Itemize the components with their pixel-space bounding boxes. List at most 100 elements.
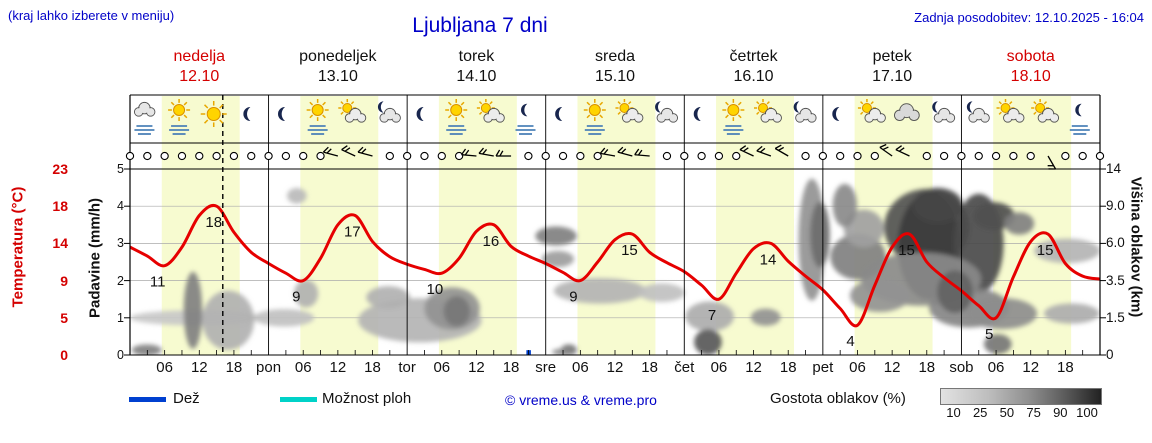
- density-tick-label: 50: [999, 405, 1015, 420]
- wind-calm-icon: [974, 151, 983, 161]
- x-axis-hour-label: 18: [641, 359, 658, 376]
- x-axis-hour-label: 12: [745, 359, 762, 376]
- weather-icon-sun-cloud: [857, 99, 886, 123]
- weather-icon-moon-cloud: [655, 101, 679, 123]
- cloud-height-tick: 9.0: [1106, 198, 1125, 214]
- precipitation-tick: 4: [117, 199, 124, 214]
- wind-calm-icon: [870, 151, 879, 161]
- wind-calm-icon: [454, 151, 464, 161]
- wind-calm-icon: [1078, 151, 1087, 161]
- wind-barb-icon: [341, 145, 356, 157]
- wind-calm-icon: [558, 151, 568, 161]
- wind-calm-icon: [680, 151, 689, 161]
- wind-barb-icon: [895, 145, 910, 157]
- wind-calm-icon: [939, 151, 949, 161]
- day-name: sreda: [594, 48, 636, 65]
- weather-icon-moon-cloud: [932, 101, 956, 123]
- wind-calm-icon: [281, 151, 291, 161]
- showers-legend-label: Možnost ploh: [322, 390, 412, 407]
- rain-legend-label: Dež: [173, 390, 200, 407]
- weather-icon-sun-fog: [722, 99, 745, 135]
- x-axis-hour-label: 06: [710, 359, 728, 376]
- menu-hint: (kraj lahko izberete v meniju): [8, 8, 175, 23]
- temp-extreme-label: 9: [569, 289, 577, 306]
- x-axis-day-abbrev: čet: [674, 359, 695, 376]
- wind-barb-icon: [322, 146, 339, 157]
- weather-icon-sun-fog: [445, 99, 468, 135]
- density-tick-label: 25: [972, 405, 988, 420]
- x-axis-hour-label: 06: [156, 359, 173, 376]
- day-date: 14.10: [456, 68, 497, 85]
- daylight-band: [577, 96, 656, 355]
- day-name: torek: [458, 48, 495, 65]
- precipitation-tick: 1: [117, 310, 124, 325]
- wind-calm-icon: [247, 151, 256, 161]
- x-axis-hour-label: 06: [433, 359, 451, 376]
- x-axis-hour-label: 12: [606, 359, 624, 376]
- wind-calm-icon: [212, 151, 221, 161]
- wind-calm-icon: [991, 151, 1001, 161]
- x-axis-hour-label: 06: [294, 359, 312, 376]
- temp-extreme-label: 15: [898, 242, 915, 259]
- x-axis-hour-label: 18: [1057, 359, 1074, 376]
- temp-extreme-label: 18: [205, 214, 222, 231]
- weather-icon-moon: [416, 107, 424, 121]
- x-axis-day-abbrev: pon: [256, 359, 282, 376]
- wind-barb-icon: [495, 149, 512, 157]
- day-name: ponedeljek: [299, 48, 377, 65]
- wind-calm-icon: [524, 151, 533, 161]
- cloud-density-gradient: [940, 388, 1102, 405]
- x-axis-hour-label: 06: [572, 359, 589, 376]
- day-date: 12.10: [179, 68, 220, 85]
- cloud-height-tick: 1.5: [1106, 309, 1125, 325]
- day-date: 13.10: [317, 68, 358, 85]
- weather-icons-row: [133, 99, 1090, 135]
- x-axis-hour-label: 12: [1022, 359, 1040, 376]
- wind-calm-icon: [195, 151, 204, 161]
- x-axis-hour-label: 06: [987, 359, 1005, 376]
- day-date: 16.10: [733, 68, 774, 85]
- day-date: 15.10: [594, 68, 636, 85]
- wind-barb-icon: [739, 145, 754, 157]
- density-tick-label: 90: [1053, 405, 1068, 420]
- wind-calm-icon: [1061, 151, 1070, 161]
- wind-calm-icon: [576, 151, 585, 161]
- weather-icon-moon: [243, 107, 251, 121]
- temp-extreme-label: 9: [292, 289, 300, 306]
- chart-frame: [124, 94, 1106, 356]
- wind-barb-icon: [634, 148, 650, 157]
- weather-icon-moon: [555, 107, 563, 121]
- day-name: nedelja: [173, 48, 226, 65]
- wind-calm-icon: [264, 151, 273, 161]
- wind-barb-icon: [478, 147, 494, 157]
- temp-extreme-label: 15: [1037, 242, 1054, 259]
- cloud-height-tick: 14: [1106, 161, 1122, 176]
- weather-icon-sun-cloud: [476, 99, 505, 123]
- wind-barb-icon: [599, 147, 616, 157]
- wind-barb-icon: [1047, 155, 1057, 170]
- wind-calm-icon: [177, 151, 187, 161]
- temperature-tick: 0: [60, 347, 68, 363]
- weather-icon-sun-fog: [306, 99, 329, 135]
- day-name: sobota: [1006, 48, 1055, 65]
- weather-icon-sun-fog: [583, 99, 606, 135]
- wind-calm-icon: [957, 151, 966, 161]
- temp-extreme-label: 14: [760, 251, 777, 268]
- copyright-link[interactable]: © vreme.us & vreme.pro: [505, 392, 657, 408]
- x-axis-hour-label: 18: [364, 359, 381, 376]
- showers-swatch: [280, 397, 317, 402]
- temp-extreme-label: 17: [344, 224, 361, 241]
- wind-calm-icon: [662, 151, 672, 161]
- wind-calm-icon: [801, 151, 810, 161]
- wind-barb-icon: [357, 146, 373, 157]
- weather-icon-moon-cloud: [966, 101, 990, 123]
- weather-icon-sun-cloud: [996, 99, 1025, 123]
- x-axis-hour-label: 12: [190, 359, 208, 376]
- weather-icon-sun-cloud: [338, 99, 367, 123]
- day-date: 18.10: [1010, 68, 1051, 85]
- temperature-axis-label: Temperatura (°C): [9, 186, 27, 308]
- temp-extreme-label: 4: [846, 333, 854, 350]
- weather-icon-cloud: [894, 103, 920, 121]
- x-axis-hour-label: 18: [779, 359, 797, 376]
